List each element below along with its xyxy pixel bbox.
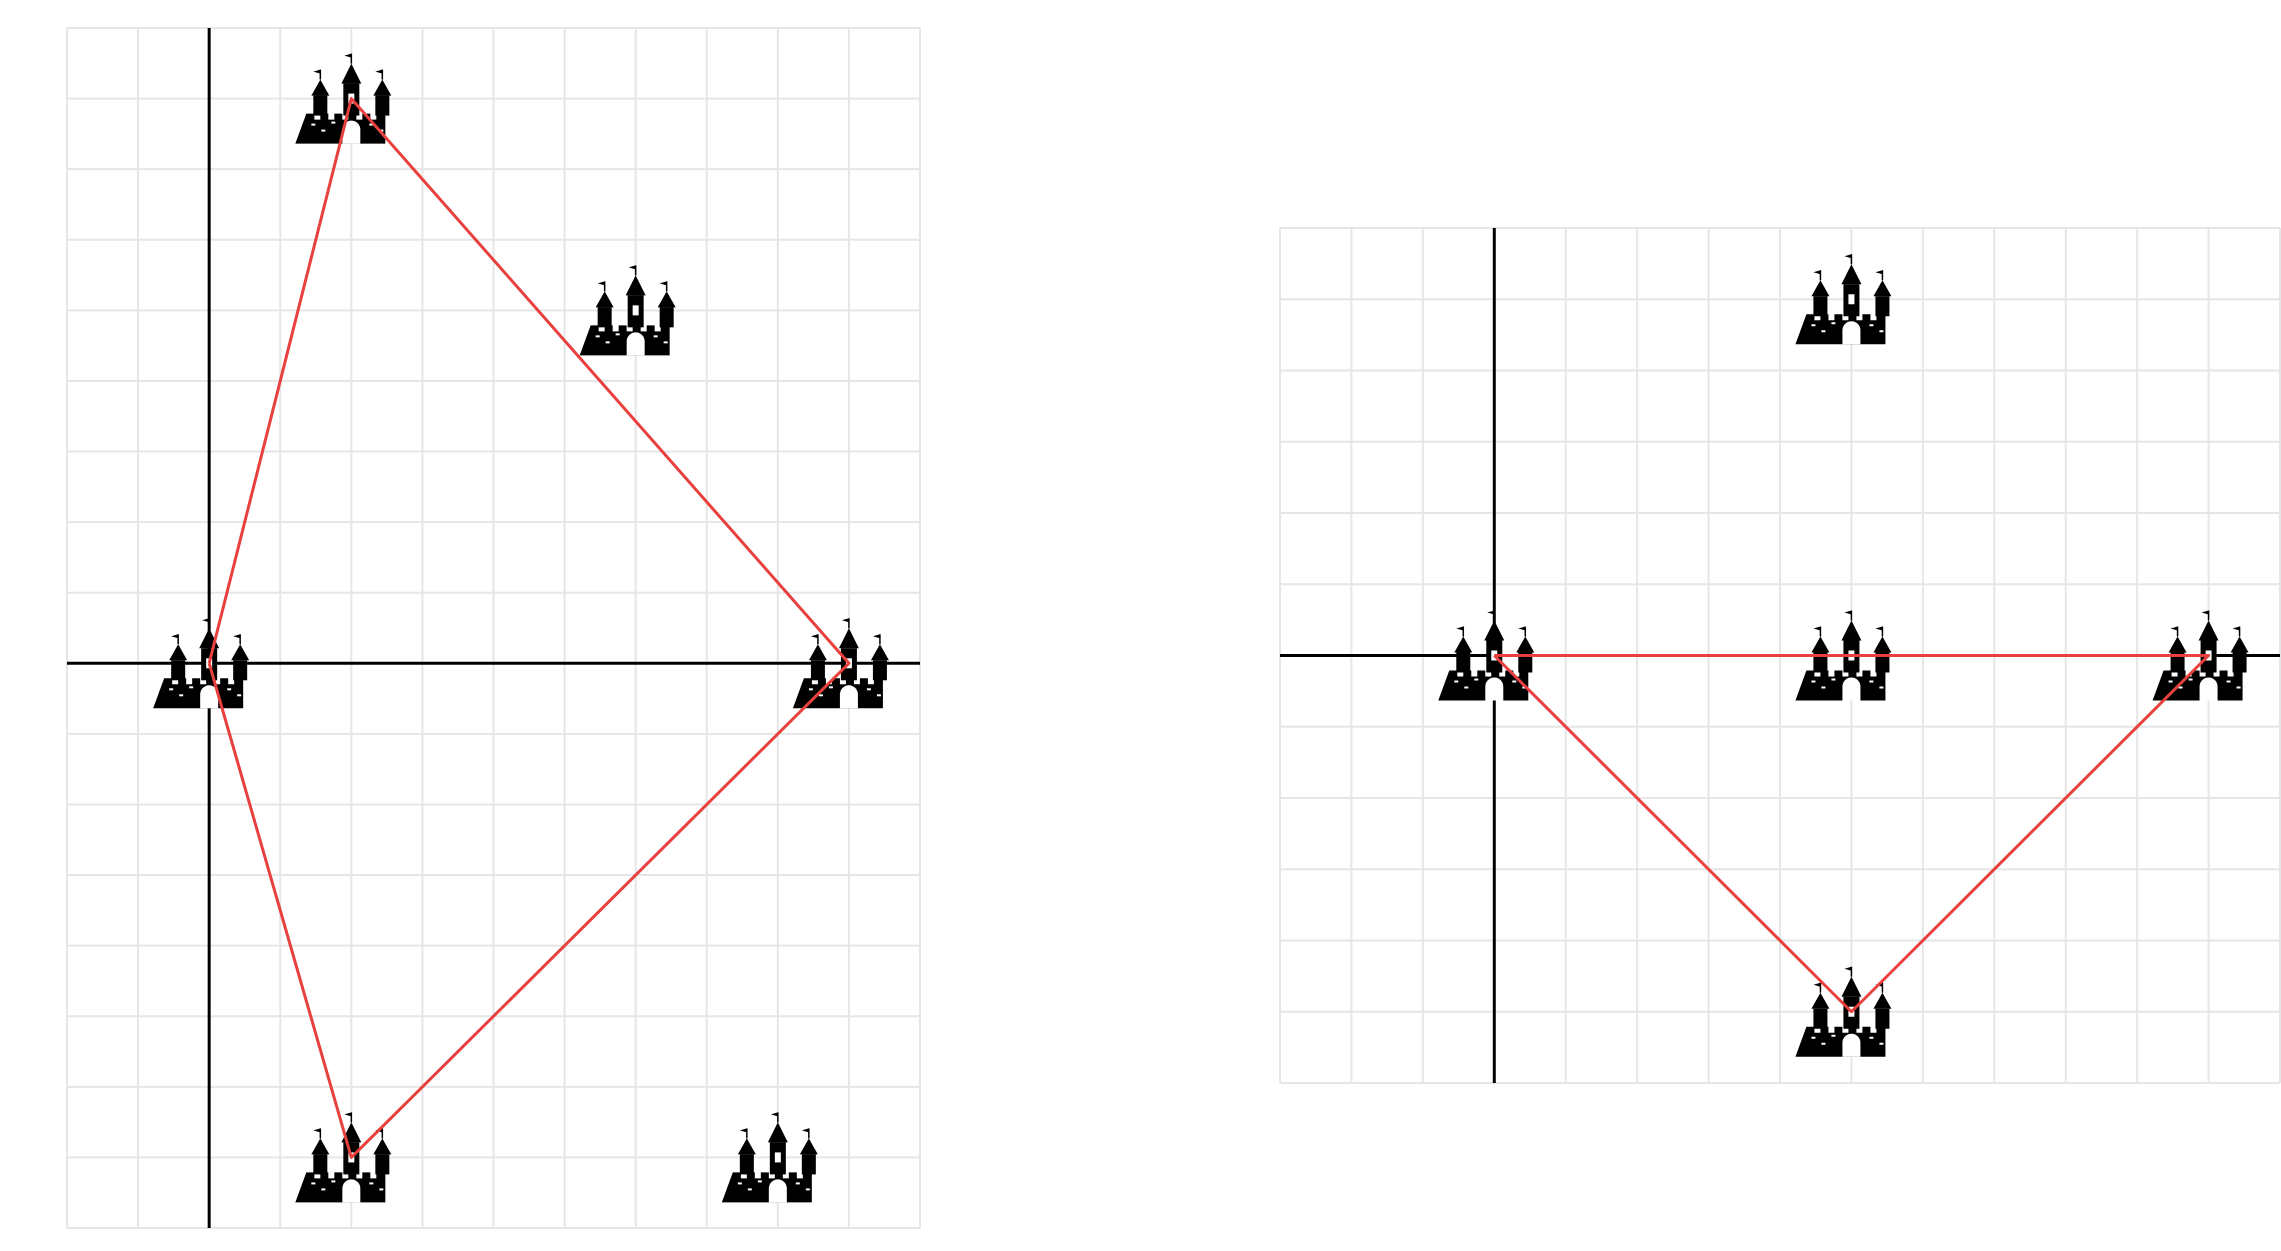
- route-path: [207, 97, 851, 1159]
- grid: [66, 27, 921, 1229]
- panel-right: [1279, 227, 2281, 1084]
- route-path: [1493, 654, 2211, 1014]
- panel-left: [66, 27, 921, 1229]
